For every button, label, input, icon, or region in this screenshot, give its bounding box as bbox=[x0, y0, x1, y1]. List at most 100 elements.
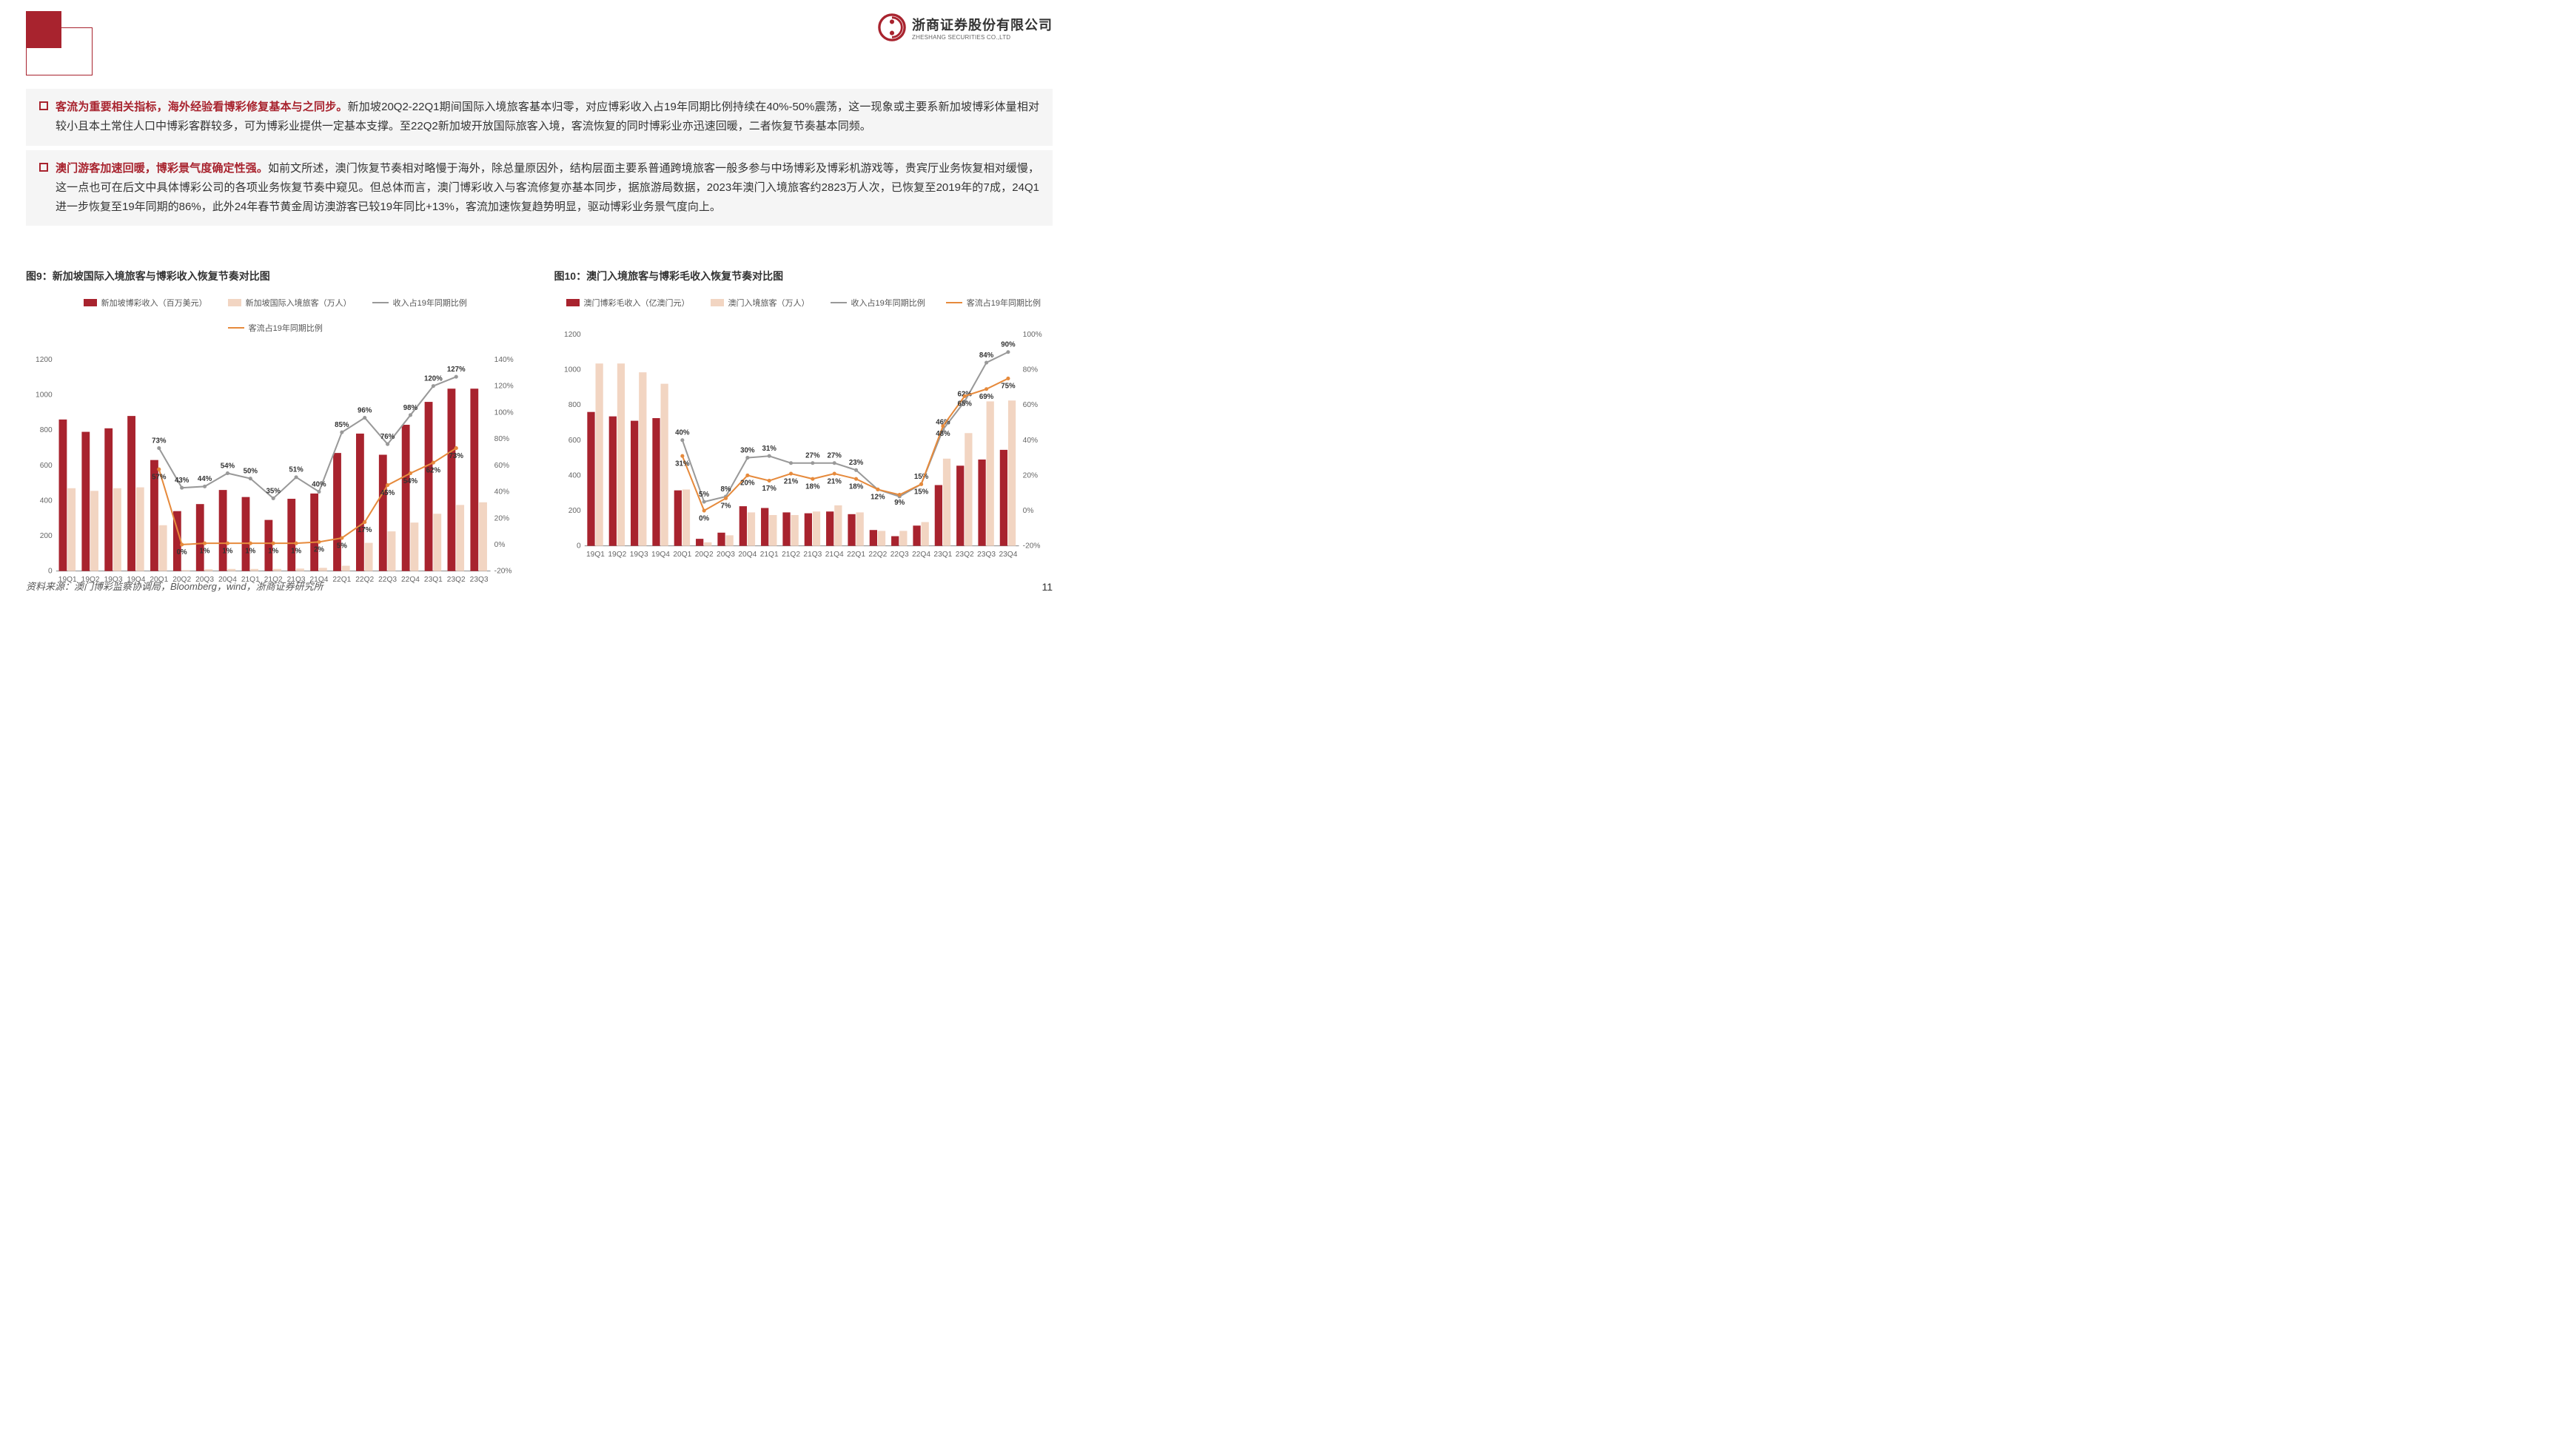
svg-text:200: 200 bbox=[568, 507, 580, 515]
svg-text:800: 800 bbox=[40, 426, 53, 434]
svg-text:21Q1: 21Q1 bbox=[759, 551, 778, 559]
svg-text:0%: 0% bbox=[494, 541, 506, 549]
svg-text:69%: 69% bbox=[979, 393, 993, 401]
chart-10-svg: 020040060080010001200-20%0%20%40%60%80%1… bbox=[554, 314, 1053, 581]
svg-text:80%: 80% bbox=[1022, 366, 1037, 374]
svg-text:15%: 15% bbox=[913, 488, 928, 497]
bullet-square-icon bbox=[39, 101, 48, 110]
page-number: 11 bbox=[1042, 581, 1053, 593]
bullet-text-1: 客流为重要相关指标，海外经验看博彩修复基本与之同步。新加坡20Q2-22Q1期间… bbox=[56, 98, 1039, 137]
svg-text:100%: 100% bbox=[1022, 331, 1042, 339]
svg-text:57%: 57% bbox=[152, 473, 167, 481]
chart-9-legend: 新加坡博彩收入（百万美元）新加坡国际入境旅客（万人）收入占19年同期比例客流占1… bbox=[26, 297, 525, 334]
svg-text:23Q3: 23Q3 bbox=[977, 551, 996, 559]
svg-text:22Q4: 22Q4 bbox=[401, 576, 420, 584]
svg-text:0: 0 bbox=[48, 568, 53, 576]
svg-text:17%: 17% bbox=[358, 526, 372, 534]
svg-text:18%: 18% bbox=[848, 482, 863, 491]
svg-text:35%: 35% bbox=[266, 487, 281, 495]
svg-text:1%: 1% bbox=[200, 547, 210, 555]
svg-text:23Q4: 23Q4 bbox=[999, 551, 1017, 559]
charts-area: 图9：新加坡国际入境旅客与博彩收入恢复节奏对比图 新加坡博彩收入（百万美元）新加… bbox=[26, 269, 1053, 606]
svg-text:23Q3: 23Q3 bbox=[470, 576, 489, 584]
svg-text:27%: 27% bbox=[805, 452, 820, 460]
svg-text:-20%: -20% bbox=[1022, 542, 1040, 551]
svg-text:5%: 5% bbox=[699, 491, 709, 499]
svg-text:17%: 17% bbox=[762, 485, 777, 493]
svg-text:18%: 18% bbox=[805, 482, 820, 491]
svg-text:60%: 60% bbox=[494, 462, 509, 470]
svg-text:62%: 62% bbox=[426, 466, 441, 474]
svg-text:120%: 120% bbox=[424, 375, 443, 383]
bullet-block-1: 客流为重要相关指标，海外经验看博彩修复基本与之同步。新加坡20Q2-22Q1期间… bbox=[26, 89, 1053, 146]
svg-text:40%: 40% bbox=[675, 429, 690, 437]
svg-text:22Q1: 22Q1 bbox=[332, 576, 351, 584]
svg-text:200: 200 bbox=[40, 532, 53, 540]
svg-text:22Q4: 22Q4 bbox=[912, 551, 930, 559]
svg-text:85%: 85% bbox=[335, 421, 349, 429]
svg-text:21Q2: 21Q2 bbox=[782, 551, 800, 559]
svg-text:22Q3: 22Q3 bbox=[890, 551, 908, 559]
svg-text:127%: 127% bbox=[447, 366, 466, 374]
chart-9-title: 图9：新加坡国际入境旅客与博彩收入恢复节奏对比图 bbox=[26, 269, 525, 283]
chart-10-title: 图10：澳门入境旅客与博彩毛收入恢复节奏对比图 bbox=[554, 269, 1053, 283]
svg-text:15%: 15% bbox=[913, 473, 928, 481]
svg-text:1200: 1200 bbox=[36, 356, 53, 364]
svg-text:60%: 60% bbox=[1022, 401, 1037, 409]
svg-text:8%: 8% bbox=[720, 485, 731, 494]
bullet-block-2: 澳门游客加速回暖，博彩景气度确定性强。如前文所述，澳门恢复节奏相对略慢于海外，除… bbox=[26, 150, 1053, 226]
svg-text:23Q1: 23Q1 bbox=[933, 551, 952, 559]
svg-text:120%: 120% bbox=[494, 383, 514, 391]
svg-text:20Q1: 20Q1 bbox=[673, 551, 691, 559]
svg-text:20Q3: 20Q3 bbox=[717, 551, 735, 559]
svg-text:20%: 20% bbox=[494, 514, 509, 522]
svg-text:43%: 43% bbox=[175, 477, 189, 485]
svg-text:20Q2: 20Q2 bbox=[694, 551, 713, 559]
chart-9-column: 图9：新加坡国际入境旅客与博彩收入恢复节奏对比图 新加坡博彩收入（百万美元）新加… bbox=[26, 269, 525, 606]
svg-text:21%: 21% bbox=[783, 477, 798, 485]
svg-text:19Q3: 19Q3 bbox=[629, 551, 648, 559]
svg-text:23Q2: 23Q2 bbox=[447, 576, 466, 584]
svg-text:22Q2: 22Q2 bbox=[355, 576, 374, 584]
svg-text:7%: 7% bbox=[720, 502, 731, 511]
svg-text:23Q1: 23Q1 bbox=[424, 576, 443, 584]
svg-text:800: 800 bbox=[568, 401, 580, 409]
logo-text-en: ZHESHANG SECURITIES CO.,LTD bbox=[912, 34, 1053, 41]
chart-9-svg: 020040060080010001200-20%0%20%40%60%80%1… bbox=[26, 340, 525, 606]
logo-text-cn: 浙商证券股份有限公司 bbox=[912, 15, 1053, 34]
svg-text:27%: 27% bbox=[827, 452, 842, 460]
svg-text:19Q2: 19Q2 bbox=[608, 551, 626, 559]
svg-text:48%: 48% bbox=[936, 430, 950, 438]
chart-10-column: 图10：澳门入境旅客与博彩毛收入恢复节奏对比图 澳门博彩毛收入（亿澳门元）澳门入… bbox=[554, 269, 1053, 606]
svg-text:44%: 44% bbox=[198, 475, 212, 483]
svg-text:22Q2: 22Q2 bbox=[868, 551, 887, 559]
svg-text:21Q4: 21Q4 bbox=[825, 551, 843, 559]
bullet-text-2: 澳门游客加速回暖，博彩景气度确定性强。如前文所述，澳门恢复节奏相对略慢于海外，除… bbox=[56, 159, 1039, 218]
svg-text:0%: 0% bbox=[177, 548, 187, 556]
svg-text:31%: 31% bbox=[762, 445, 777, 453]
svg-text:0%: 0% bbox=[1022, 507, 1033, 515]
svg-text:400: 400 bbox=[40, 497, 53, 505]
svg-text:30%: 30% bbox=[740, 446, 755, 454]
header-deco-solid bbox=[26, 11, 61, 48]
svg-text:54%: 54% bbox=[403, 477, 418, 485]
svg-text:19Q1: 19Q1 bbox=[586, 551, 605, 559]
svg-text:80%: 80% bbox=[494, 435, 509, 443]
svg-text:73%: 73% bbox=[152, 437, 167, 445]
company-logo: 浙商证券股份有限公司 ZHESHANG SECURITIES CO.,LTD bbox=[878, 13, 1053, 41]
svg-text:90%: 90% bbox=[1001, 341, 1016, 349]
svg-text:140%: 140% bbox=[494, 356, 514, 364]
svg-text:1%: 1% bbox=[268, 547, 278, 555]
svg-text:23%: 23% bbox=[848, 459, 863, 467]
svg-text:21%: 21% bbox=[827, 477, 842, 485]
svg-text:1000: 1000 bbox=[36, 391, 53, 400]
svg-text:-20%: -20% bbox=[494, 568, 512, 576]
svg-text:600: 600 bbox=[40, 462, 53, 470]
svg-text:1%: 1% bbox=[245, 547, 255, 555]
svg-text:400: 400 bbox=[568, 471, 580, 480]
svg-text:1200: 1200 bbox=[564, 331, 581, 339]
svg-text:5%: 5% bbox=[337, 542, 347, 550]
svg-text:73%: 73% bbox=[449, 452, 464, 460]
svg-text:20Q4: 20Q4 bbox=[738, 551, 757, 559]
svg-text:1000: 1000 bbox=[564, 366, 581, 374]
